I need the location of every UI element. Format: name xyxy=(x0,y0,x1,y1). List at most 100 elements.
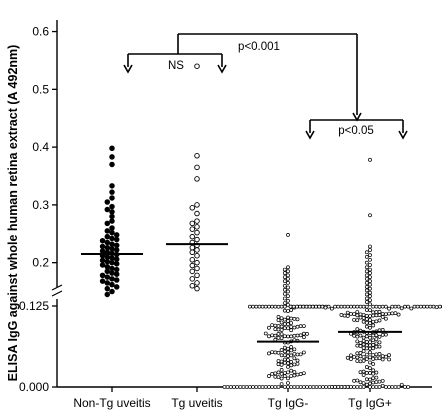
data-point-3-158 xyxy=(364,324,369,329)
data-point-2-149 xyxy=(279,332,284,337)
data-point-3-128 xyxy=(371,338,376,343)
data-point-2-73 xyxy=(282,349,287,354)
data-point-3-80 xyxy=(355,313,360,318)
data-point-2-74 xyxy=(276,335,281,340)
data-point-2-49 xyxy=(282,326,287,331)
data-point-0-53 xyxy=(109,281,115,288)
data-point-0-17 xyxy=(104,233,111,240)
data-point-2-18 xyxy=(282,301,287,306)
data-point-3-33 xyxy=(368,360,372,365)
data-point-0-43 xyxy=(113,266,120,273)
data-point-3-144 xyxy=(320,304,325,309)
data-point-0-37 xyxy=(104,258,111,265)
data-point-2-33 xyxy=(289,374,294,378)
data-point-3-1 xyxy=(368,213,372,218)
data-point-2-164 xyxy=(235,385,240,389)
data-point-2-171 xyxy=(276,315,281,319)
data-point-3-175 xyxy=(393,311,398,315)
data-point-2-169 xyxy=(273,371,278,376)
data-point-3-225 xyxy=(329,385,334,389)
data-point-0-34 xyxy=(109,255,115,261)
data-point-0-20 xyxy=(99,237,106,244)
data-point-3-69 xyxy=(364,320,369,325)
data-point-3-168 xyxy=(368,350,372,355)
data-point-3-121 xyxy=(374,341,379,346)
data-point-3-224 xyxy=(403,385,407,389)
data-point-3-208 xyxy=(438,304,442,309)
data-point-2-2 xyxy=(282,267,287,272)
data-point-0-54 xyxy=(113,284,120,290)
data-point-3-118 xyxy=(361,373,366,377)
data-point-3-48 xyxy=(364,340,369,344)
data-point-2-128 xyxy=(276,370,281,375)
data-point-2-26 xyxy=(286,385,290,389)
data-point-3-171 xyxy=(358,380,363,385)
data-point-0-38 xyxy=(109,259,115,266)
data-point-3-181 xyxy=(304,304,309,309)
data-point-3-5 xyxy=(368,253,372,258)
data-point-2-9 xyxy=(286,280,290,285)
data-point-3-14 xyxy=(364,273,369,278)
data-point-2-42 xyxy=(276,304,281,309)
data-point-2-15 xyxy=(286,294,290,299)
data-point-3-156 xyxy=(349,357,353,362)
data-point-3-8 xyxy=(364,260,369,265)
data-point-3-220 xyxy=(396,312,401,317)
data-point-3-54 xyxy=(374,304,379,309)
data-point-3-24 xyxy=(364,292,369,297)
data-point-3-44 xyxy=(371,333,376,338)
data-point-3-218 xyxy=(345,355,350,360)
data-point-3-40 xyxy=(368,335,372,340)
significance-labels: NS p<0.001 p<0.05 xyxy=(168,41,374,137)
data-point-2-63 xyxy=(270,385,275,389)
data-point-3-90 xyxy=(387,306,391,311)
data-point-3-210 xyxy=(364,317,369,322)
data-point-3-182 xyxy=(374,337,379,342)
data-point-3-106 xyxy=(380,315,385,319)
data-point-3-135 xyxy=(326,304,331,309)
data-point-2-17 xyxy=(286,298,290,303)
category-label-non-tg-uveitis: Non-Tg uveitis xyxy=(73,396,150,410)
data-point-3-25 xyxy=(368,294,372,299)
data-point-0-27 xyxy=(113,247,120,253)
data-point-2-57 xyxy=(273,385,278,389)
data-point-0-52 xyxy=(104,280,111,286)
data-point-3-227 xyxy=(387,353,391,358)
data-point-3-31 xyxy=(368,314,372,319)
data-point-2-144 xyxy=(276,362,281,367)
data-point-2-84 xyxy=(273,333,278,338)
data-point-2-104 xyxy=(301,335,306,340)
data-point-0-11 xyxy=(109,218,115,224)
data-point-2-112 xyxy=(279,362,284,367)
data-point-1-4 xyxy=(194,202,200,208)
data-point-3-75 xyxy=(374,356,379,361)
data-point-3-43 xyxy=(364,313,369,318)
data-point-3-10 xyxy=(364,265,369,270)
data-point-1-27 xyxy=(194,280,200,286)
data-point-3-79 xyxy=(377,313,382,318)
data-point-3-17 xyxy=(368,279,372,284)
data-point-3-145 xyxy=(358,340,363,345)
y-tick-label-0125: 0.125 xyxy=(19,299,49,313)
data-point-2-69 xyxy=(273,304,278,309)
data-point-3-167 xyxy=(307,304,312,309)
category-label-tg-igg-neg: Tg IgG- xyxy=(268,396,309,410)
data-point-3-92 xyxy=(358,385,363,389)
data-point-2-36 xyxy=(279,382,284,387)
data-point-2-30 xyxy=(282,385,287,389)
data-point-3-169 xyxy=(377,340,382,345)
data-point-2-148 xyxy=(282,308,287,313)
data-point-0-10 xyxy=(109,213,115,220)
data-point-3-116 xyxy=(364,371,369,375)
data-point-2-85 xyxy=(263,385,268,389)
data-point-2-83 xyxy=(279,324,284,329)
data-point-2-157 xyxy=(301,324,306,328)
data-point-3-190 xyxy=(383,332,388,337)
data-point-3-41 xyxy=(364,334,369,339)
data-point-2-126 xyxy=(286,309,290,313)
data-point-3-217 xyxy=(355,339,360,344)
data-point-2-13 xyxy=(286,289,290,294)
data-point-3-188 xyxy=(342,385,347,389)
data-point-2-38 xyxy=(279,304,284,309)
data-point-3-228 xyxy=(383,316,388,321)
